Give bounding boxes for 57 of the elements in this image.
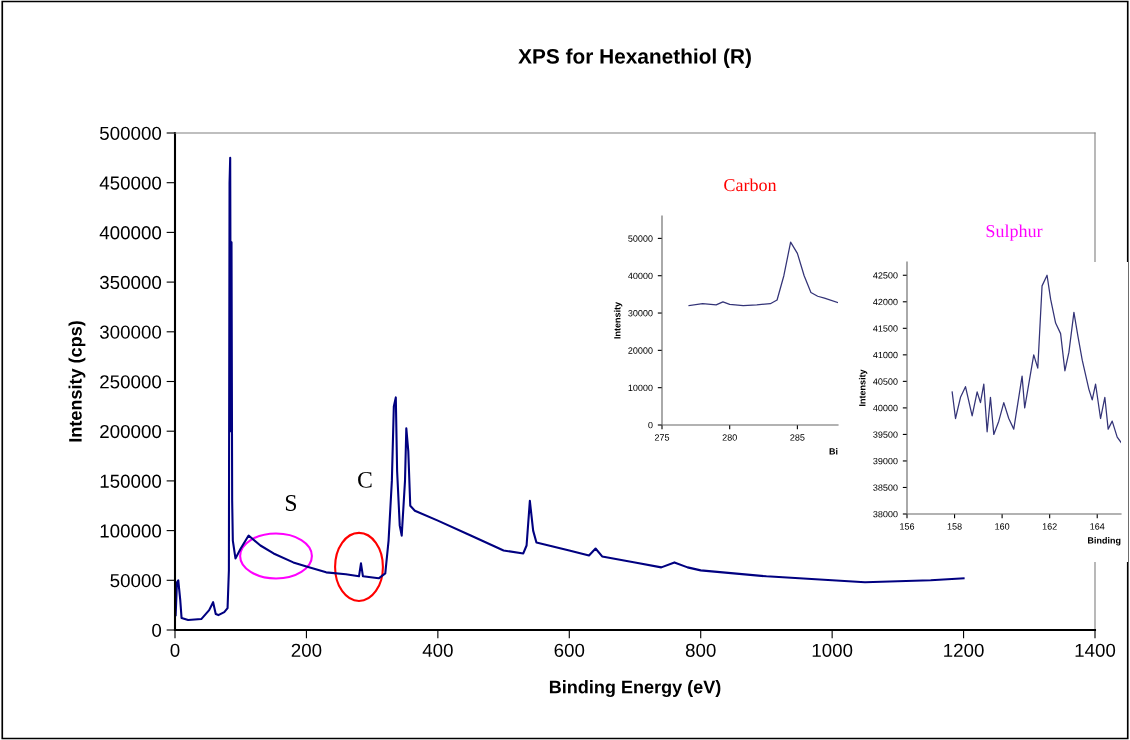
y-tick-label: 500000 [100,126,162,140]
y-tick-label: 0 [648,421,653,429]
annotation: C [358,471,372,488]
y-tick-label: 200000 [100,424,162,439]
y-tick-label: 300000 [99,325,162,339]
x-tick-label: 200 [291,643,322,657]
y-tick-label: 30000 [628,310,653,317]
y-tick-label: 450000 [99,176,162,190]
x-tick-label: 275 [654,434,670,441]
x-tick-label: 285 [790,434,805,441]
y-tick-label: 38000 [873,510,898,518]
y-tick-label: 42000 [873,298,898,306]
line-series [688,241,838,307]
x-tick-label: 280 [722,434,737,441]
y-tick-label: 10000 [628,384,653,392]
y-tick-label: 50000 [628,235,653,242]
annotation: S [285,495,297,511]
y-tick-label: 100000 [100,524,162,538]
y-tick-label: 39000 [873,457,898,465]
y-axis-title: Intensity (cps) [68,321,86,442]
y-tick-label: 41500 [873,325,898,332]
y-axis-title: Intensity [613,301,623,339]
chart-title: Sulphur [986,224,1043,241]
x-tick-label: 162 [1042,523,1057,530]
x-axis-title: Binding [1088,537,1121,546]
x-tick-label: 156 [900,523,915,530]
line-series [175,156,965,622]
y-tick-label: 20000 [628,347,653,354]
chart-title: XPS for Hexanethiol (R) [518,48,751,68]
x-tick-label: 1000 [812,643,853,657]
x-tick-label: 164 [1090,523,1105,530]
y-tick-label: 41000 [873,351,898,359]
x-tick-label: 400 [422,643,453,657]
y-axis-title: Intensity [858,369,868,406]
y-tick-label: 40500 [873,378,898,385]
y-tick-label: 40000 [873,404,898,412]
y-tick-label: 39500 [873,431,898,438]
y-tick-label: 250000 [100,375,162,389]
y-tick-label: 50000 [110,574,162,588]
line-series [951,274,1121,444]
y-tick-label: 400000 [99,226,162,240]
x-tick-label: 600 [554,643,585,657]
y-tick-label: 40000 [628,272,653,280]
y-tick-label: 350000 [99,275,162,290]
chart-title: Carbon [724,178,777,192]
x-tick-label: 1400 [1075,643,1116,657]
x-tick-label: 160 [995,523,1010,530]
x-tick-label: 800 [685,643,716,657]
y-tick-label: 42500 [873,272,898,279]
y-tick-label: 150000 [100,474,162,488]
x-axis-title: Bi [829,448,838,455]
y-tick-label: 0 [152,623,162,637]
y-tick-label: 38500 [873,484,898,491]
x-axis-title: Binding Energy (eV) [549,680,721,698]
x-tick-label: 1200 [944,643,984,657]
x-tick-label: 158 [947,523,962,530]
x-tick-label: 0 [170,643,180,657]
